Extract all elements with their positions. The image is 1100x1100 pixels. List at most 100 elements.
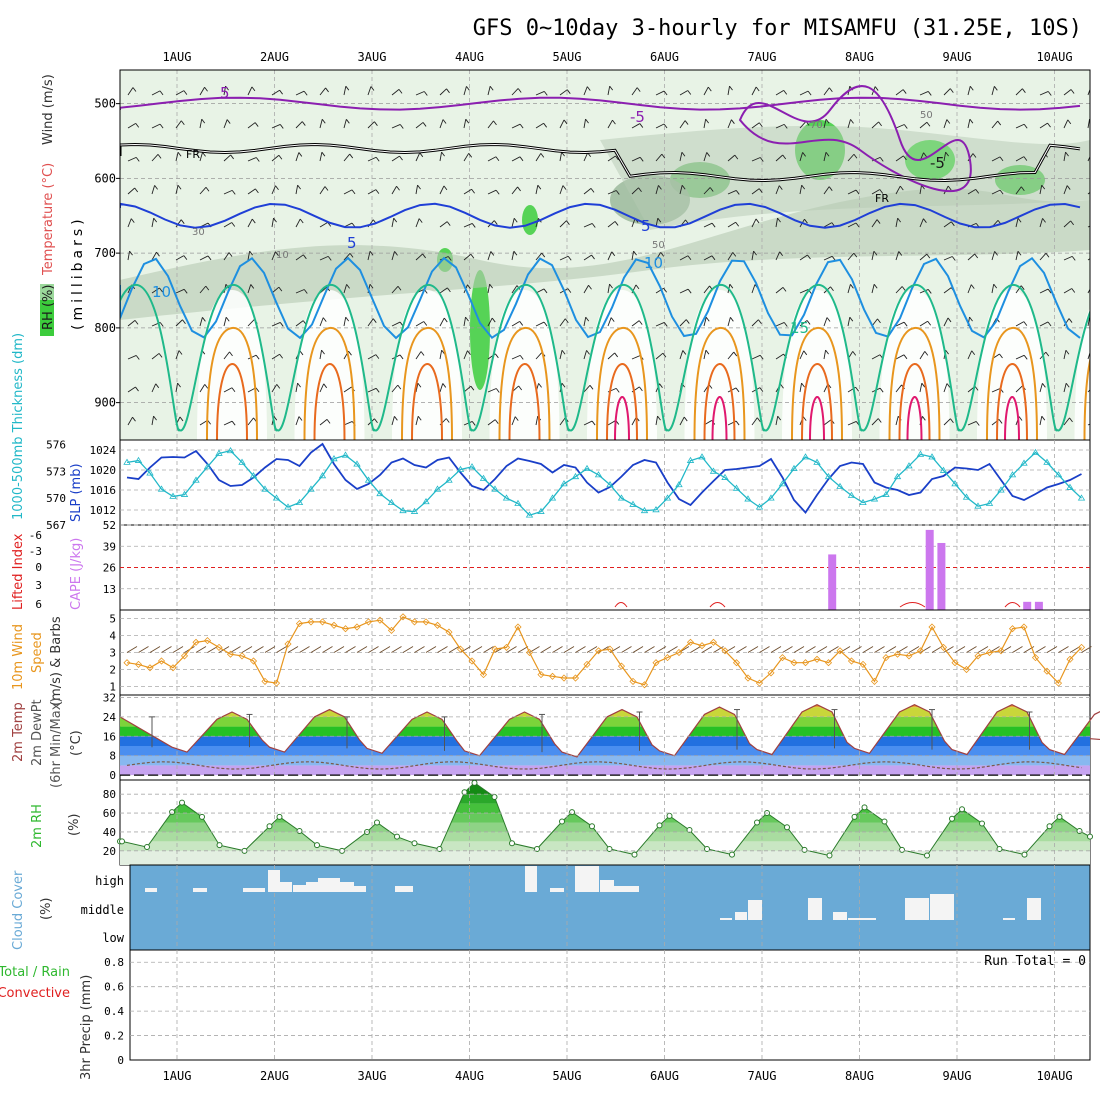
cape-bar (925, 529, 934, 610)
upper-wind-barb (1063, 185, 1068, 195)
upper-wind-barb (583, 420, 593, 426)
upper-wind-barb (1015, 88, 1023, 96)
upper-wind-barb-flag (782, 154, 787, 160)
upper-wind-barb-flag (465, 118, 470, 124)
upper-wind-barb-flag (346, 284, 350, 289)
thickness-point (295, 498, 304, 506)
temp-band (120, 746, 1090, 756)
cloud-bar (808, 898, 822, 920)
wind10-point (640, 681, 649, 689)
upper-wind-barb (583, 284, 589, 294)
upper-wind-barb (391, 218, 395, 228)
upper-air-gridlines (120, 70, 1090, 440)
upper-wind-barb (127, 156, 137, 162)
upper-wind-barb-flag (733, 351, 738, 357)
upper-wind-barb-flag (442, 119, 447, 124)
upper-wind-barb-flag (755, 86, 760, 92)
upper-wind-barb (295, 416, 300, 426)
cloud-bar (293, 885, 307, 892)
upper-wind-barb (1039, 91, 1049, 96)
upper-wind-barb (847, 252, 855, 261)
upper-wind-barb-flag (735, 420, 740, 426)
upper-wind-barb-flag (849, 316, 854, 322)
wind10-point (916, 647, 925, 655)
upper-wind-barb-flag (755, 218, 760, 224)
upper-wind-barb-flag (132, 416, 136, 422)
temp-units-label: (°C) (69, 730, 84, 756)
upper-wind-barb-flag (855, 189, 860, 195)
upper-wind-barb-flag (783, 322, 788, 327)
upper-wind-barb (199, 384, 206, 393)
cloud-bar (748, 900, 762, 920)
upper-wind-barb-flag (993, 86, 998, 91)
lifted-index-tick-label: 3 (35, 579, 42, 592)
upper-wind-barb-flag (999, 189, 1004, 195)
wind10-barb (379, 646, 391, 653)
upper-wind-barb-flag (997, 120, 1002, 126)
upper-wind-barb-flag (470, 253, 475, 259)
upper-wind-barb (391, 285, 399, 294)
precip-tick-label: 0 (117, 1054, 124, 1067)
upper-wind-barb-flag (971, 350, 976, 356)
upper-wind-barb (751, 188, 760, 195)
upper-wind-barb (799, 383, 802, 393)
upper-wind-barb (439, 88, 447, 96)
upper-wind-barb-flag (609, 85, 614, 91)
upper-wind-barb-flag (397, 384, 402, 390)
upper-wind-barb-flag (397, 286, 402, 291)
upper-wind-barb (343, 189, 353, 195)
cloud-bar (848, 918, 862, 920)
lifted-index-tick-label: 6 (35, 598, 42, 611)
wind10-barb (724, 646, 736, 653)
thickness-point (836, 482, 844, 489)
upper-wind-barb-flag (349, 253, 354, 258)
upper-wind-barb-flag (447, 256, 452, 261)
upper-wind-barb-flag (1065, 349, 1070, 355)
upper-wind-barb (847, 222, 857, 228)
wind10-barb (954, 646, 966, 653)
thickness-point (134, 456, 143, 463)
upper-wind-barb-flag (303, 289, 308, 294)
thickness-point (882, 490, 890, 497)
upper-wind-barb-flag (135, 123, 140, 128)
thickness-point (502, 494, 511, 501)
bottom-day-labels: 1AUG 2AUG 3AUG 4AUG 5AUG 6AUG 7AUG 8AUG 9AUG 10AU… (163, 1069, 1073, 1083)
top-day-label: 8AUG (845, 50, 874, 64)
upper-wind-barb (295, 383, 299, 393)
wind10-point (1077, 643, 1086, 651)
precip-legend-total: Total / Rain (0, 965, 70, 980)
wind10-barb (218, 646, 230, 653)
temp-tick-label: 8 (109, 750, 116, 763)
upper-wind-barb-flag (660, 252, 665, 257)
wind10-speed-label: Speed (30, 632, 45, 673)
upper-wind-barb-flag (1047, 122, 1051, 128)
thickness-point (123, 458, 131, 465)
upper-wind-barb-flag (831, 256, 836, 261)
upper-wind-barb (535, 352, 543, 360)
upper-wind-barb-flag (250, 284, 255, 289)
upper-wind-barb-flag (615, 190, 620, 195)
upper-wind-barb (559, 350, 563, 360)
upper-wind-barb-flag (707, 86, 712, 92)
wind10-barb (770, 646, 782, 653)
thickness-point (468, 463, 476, 470)
upper-wind-barb (127, 123, 136, 129)
upper-wind-barb-flag (1042, 383, 1046, 388)
upper-wind-barb-flag (275, 251, 279, 256)
upper-wind-barb-flag (251, 218, 256, 224)
rh2m-point (666, 812, 673, 819)
cloud-bar (145, 888, 157, 892)
upper-wind-barb-flag (806, 320, 811, 325)
upper-wind-barb (919, 218, 924, 228)
upper-wind-barb (1015, 385, 1023, 393)
upper-wind-barb (511, 123, 521, 129)
upper-wind-barb (943, 152, 947, 162)
upper-wind-barb (823, 419, 832, 426)
rh-label: 50 (652, 240, 665, 251)
cloud-bar (280, 882, 292, 892)
upper-wind-barb-flag (729, 283, 734, 289)
upper-wind-barb-flag (204, 86, 208, 92)
thickness-point (905, 462, 913, 469)
upper-wind-barb (823, 87, 830, 96)
upper-wind-barb-flag (711, 255, 716, 261)
